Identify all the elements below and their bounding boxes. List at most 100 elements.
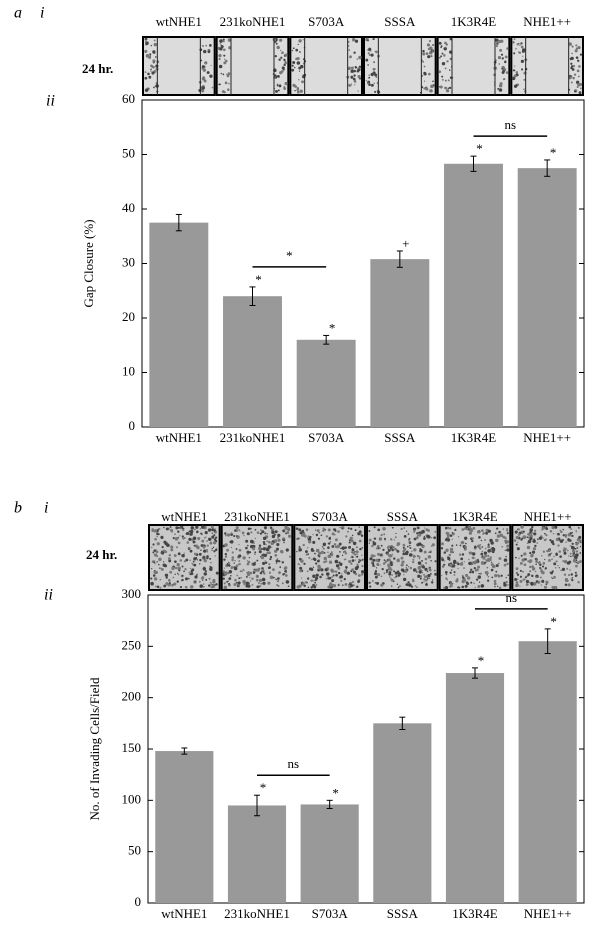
cell xyxy=(291,50,294,52)
cell xyxy=(373,537,377,540)
cell xyxy=(421,529,425,534)
cell xyxy=(368,74,370,76)
cell xyxy=(202,545,206,549)
cell xyxy=(144,71,147,73)
cell xyxy=(368,542,370,544)
cell xyxy=(390,577,392,579)
cell xyxy=(211,528,215,532)
cell xyxy=(299,569,303,573)
cell xyxy=(413,537,417,541)
cell xyxy=(356,555,359,558)
cell xyxy=(578,75,580,78)
cell xyxy=(405,564,408,567)
cell xyxy=(262,561,266,565)
cell xyxy=(273,539,278,543)
cell xyxy=(254,568,258,572)
cell xyxy=(544,558,546,561)
cell xyxy=(194,575,198,579)
cell xyxy=(372,541,377,546)
cell xyxy=(271,534,276,539)
cell xyxy=(539,576,542,579)
cell xyxy=(210,585,213,589)
cell xyxy=(391,526,394,529)
cell xyxy=(561,567,566,571)
cell xyxy=(285,548,289,552)
cell xyxy=(241,531,245,535)
cell xyxy=(419,577,422,580)
cell xyxy=(427,529,430,532)
cell xyxy=(283,63,286,67)
micrograph-texture xyxy=(295,526,365,589)
cell xyxy=(303,534,307,538)
cell xyxy=(388,571,392,574)
cell xyxy=(343,569,348,574)
cell xyxy=(541,579,545,583)
cell xyxy=(404,569,408,573)
cell xyxy=(318,531,321,534)
cell xyxy=(350,527,353,531)
bar xyxy=(223,296,282,427)
cell xyxy=(551,525,555,530)
cell xyxy=(511,76,516,81)
cell xyxy=(416,532,419,535)
cell xyxy=(506,529,509,532)
cell xyxy=(218,53,222,58)
cell xyxy=(463,561,465,563)
cell xyxy=(403,527,406,529)
cell xyxy=(429,551,432,554)
cell xyxy=(327,542,330,545)
cell xyxy=(411,550,413,553)
cell xyxy=(461,576,465,579)
cell xyxy=(174,573,176,576)
cell xyxy=(386,546,389,549)
cell xyxy=(557,532,560,536)
cell xyxy=(443,54,446,57)
cell xyxy=(388,554,392,558)
cell xyxy=(323,551,326,554)
cell xyxy=(246,553,249,555)
cell xyxy=(223,54,226,57)
cell xyxy=(330,551,333,554)
cell xyxy=(519,579,523,583)
cell xyxy=(278,560,281,563)
cell xyxy=(555,560,558,563)
cell xyxy=(383,533,386,536)
cell xyxy=(497,562,500,565)
cell xyxy=(394,536,397,539)
cell xyxy=(567,583,571,587)
cell xyxy=(153,561,156,564)
cell xyxy=(467,525,472,529)
cell xyxy=(202,579,204,581)
cell xyxy=(233,566,238,571)
cell xyxy=(570,81,573,84)
cell xyxy=(278,84,282,88)
cell xyxy=(531,565,534,568)
cell xyxy=(493,582,497,586)
cell xyxy=(390,563,393,567)
cell xyxy=(474,568,478,572)
cell xyxy=(193,544,196,547)
cell xyxy=(354,84,356,86)
cell xyxy=(514,577,518,581)
cell xyxy=(268,571,272,574)
cell xyxy=(267,545,271,549)
cell xyxy=(315,583,318,586)
cell xyxy=(530,554,534,558)
cell xyxy=(341,584,344,586)
cell xyxy=(233,562,235,564)
micrograph-texture xyxy=(150,525,219,589)
cell xyxy=(206,550,209,553)
cell xyxy=(147,72,150,76)
cell xyxy=(471,556,475,560)
cell xyxy=(306,570,309,573)
cell xyxy=(413,548,417,552)
cell xyxy=(439,56,441,59)
cell xyxy=(220,46,223,49)
cell xyxy=(224,555,228,558)
cell xyxy=(335,564,340,568)
cell xyxy=(202,557,205,560)
cell xyxy=(577,46,581,50)
cell xyxy=(276,83,279,86)
cell xyxy=(226,580,229,583)
cell xyxy=(176,562,180,567)
